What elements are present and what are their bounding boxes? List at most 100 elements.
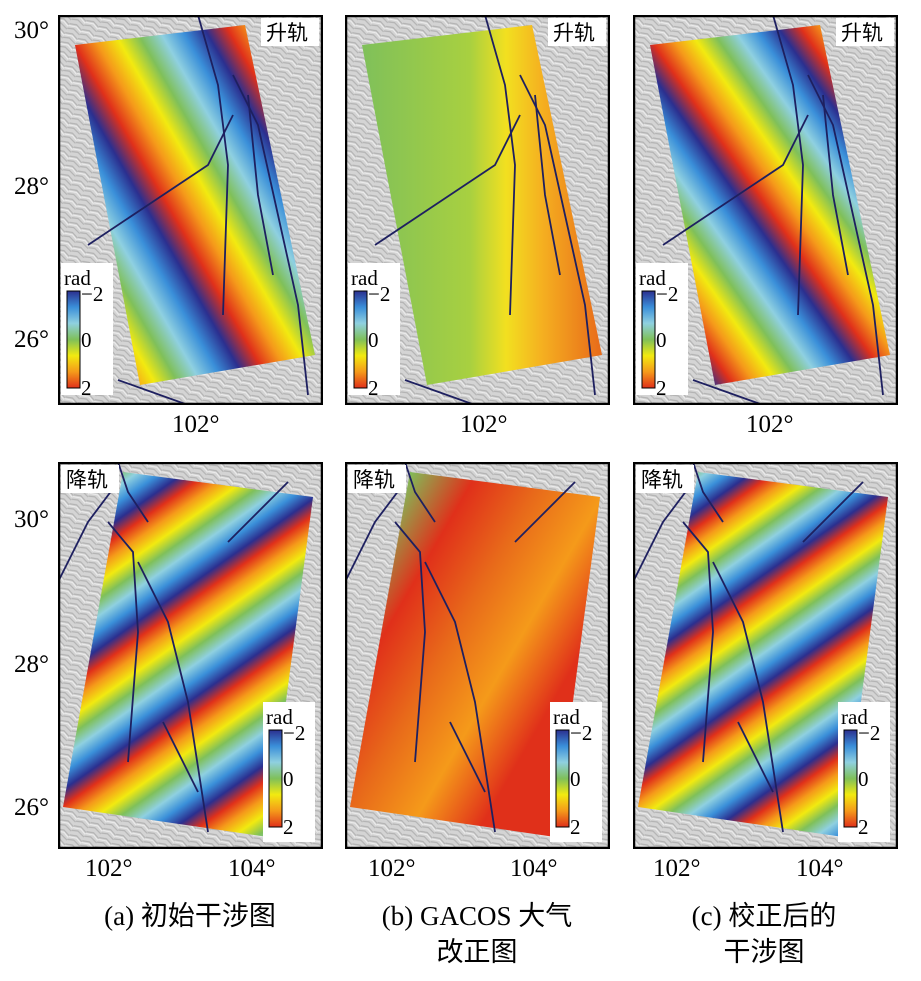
colorbar-unit-label: rad [64, 266, 91, 290]
caption-b: (b) GACOS 大气 改正图 [327, 898, 627, 970]
colorbar: rad−2 0 2 [636, 263, 688, 400]
map-panel-b-asc: rad−2 0 2 升轨 [345, 15, 610, 405]
fault-line [772, 15, 804, 316]
x-tick-104-c2: 104° [796, 855, 844, 882]
fault-line [345, 481, 406, 583]
colorbar-mid-label: 0 [81, 328, 92, 352]
caption-c-line1: (c) 校正后的 [691, 901, 837, 931]
caption-c-line2: 干涉图 [723, 937, 805, 967]
descending-track-label: 降轨 [66, 468, 108, 492]
x-tick-102-a2: 102° [85, 855, 133, 882]
x-tick-104-b2: 104° [510, 855, 558, 882]
interferogram-swath [362, 25, 602, 385]
fault-line [162, 721, 199, 793]
map-frame [345, 15, 610, 405]
colorbar-min-label: −2 [368, 282, 390, 306]
map-frame [58, 15, 323, 405]
fault-line [424, 561, 496, 833]
interferogram-swath [638, 472, 888, 837]
fault-line [404, 379, 476, 405]
fault-line [484, 15, 516, 316]
map-frame [633, 462, 898, 849]
fault-line [682, 521, 714, 763]
caption-c: (c) 校正后的 干涉图 [614, 898, 914, 970]
fault-line [692, 379, 764, 405]
y-tick-30-top: 30° [14, 17, 49, 44]
fault-line [227, 481, 289, 543]
colorbar-unit-label: rad [841, 705, 868, 729]
colorbar: rad−2 0 2 [263, 702, 315, 842]
descending-track-label: 降轨 [353, 468, 395, 492]
colorbar-max-label: 2 [858, 815, 869, 839]
colorbar: rad−2 0 2 [838, 702, 890, 842]
fault-line [692, 462, 724, 523]
fault-line [633, 481, 694, 583]
colorbar-unit-label: rad [639, 266, 666, 290]
colorbar-min-label: −2 [656, 282, 678, 306]
fault-line [117, 379, 189, 405]
colorbar-unit-label: rad [266, 705, 293, 729]
y-tick-28-bottom: 28° [14, 651, 49, 678]
colorbar-max-label: 2 [283, 815, 294, 839]
interferogram-swath [350, 472, 600, 837]
colorbar-mid-label: 0 [570, 767, 581, 791]
fault-line [822, 94, 849, 276]
fault-line [137, 561, 209, 833]
colorbar-max-label: 2 [656, 376, 667, 400]
caption-a: (a) 初始干涉图 [40, 898, 340, 934]
fault-line [404, 462, 436, 523]
colorbar-unit-label: rad [351, 266, 378, 290]
colorbar-unit-label: rad [553, 705, 580, 729]
x-tick-102-b2: 102° [368, 855, 416, 882]
x-tick-102-a: 102° [172, 411, 220, 438]
colorbar-mid-label: 0 [656, 328, 667, 352]
colorbar-mid-label: 0 [283, 767, 294, 791]
colorbar: rad−2 0 2 [348, 263, 400, 400]
ascending-track-label: 升轨 [266, 21, 308, 45]
fault-line [712, 561, 784, 833]
colorbar-mid-label: 0 [368, 328, 379, 352]
map-panel-b-desc: rad−2 0 2 降轨 [345, 462, 610, 849]
map-frame [633, 15, 898, 405]
map-panel-c-asc: rad−2 0 2 升轨 [633, 15, 898, 405]
colorbar: rad−2 0 2 [61, 263, 113, 400]
colorbar-mid-label: 0 [858, 767, 869, 791]
fault-line [107, 521, 139, 763]
colorbar: rad−2 0 2 [550, 702, 602, 842]
colorbar-min-label: −2 [570, 721, 592, 745]
map-frame [345, 462, 610, 849]
fault-line [534, 94, 561, 276]
map-panel-c-desc: rad−2 0 2 降轨 [633, 462, 898, 849]
map-panel-a-asc: rad−2 0 2 升轨 [58, 15, 323, 405]
fault-line [374, 114, 521, 246]
map-panel-a-desc: rad−2 0 2 降轨 [58, 462, 323, 849]
fault-line [58, 481, 119, 583]
x-tick-102-c: 102° [746, 411, 794, 438]
colorbar-min-label: −2 [81, 282, 103, 306]
fault-line [449, 721, 486, 793]
interferogram-swath [650, 25, 890, 385]
y-tick-28-top: 28° [14, 173, 49, 200]
colorbar-max-label: 2 [570, 815, 581, 839]
colorbar-min-label: −2 [283, 721, 305, 745]
caption-b-line1: (b) GACOS 大气 [381, 901, 573, 931]
fault-line [247, 94, 274, 276]
x-tick-104-a2: 104° [228, 855, 276, 882]
fault-line [802, 481, 864, 543]
fault-line [737, 721, 774, 793]
colorbar-max-label: 2 [81, 376, 92, 400]
fault-line [117, 462, 149, 523]
fault-line [197, 15, 229, 316]
interferogram-swath [75, 25, 315, 385]
interferogram-swath [63, 472, 313, 837]
caption-b-line2: 改正图 [436, 937, 518, 967]
y-tick-30-bottom: 30° [14, 506, 49, 533]
descending-track-label: 降轨 [641, 468, 683, 492]
fault-line [514, 481, 576, 543]
y-tick-26-bottom: 26° [14, 794, 49, 821]
x-tick-102-c2: 102° [653, 855, 701, 882]
map-frame [58, 462, 323, 849]
ascending-track-label: 升轨 [841, 21, 883, 45]
fault-line [394, 521, 426, 763]
colorbar-min-label: −2 [858, 721, 880, 745]
